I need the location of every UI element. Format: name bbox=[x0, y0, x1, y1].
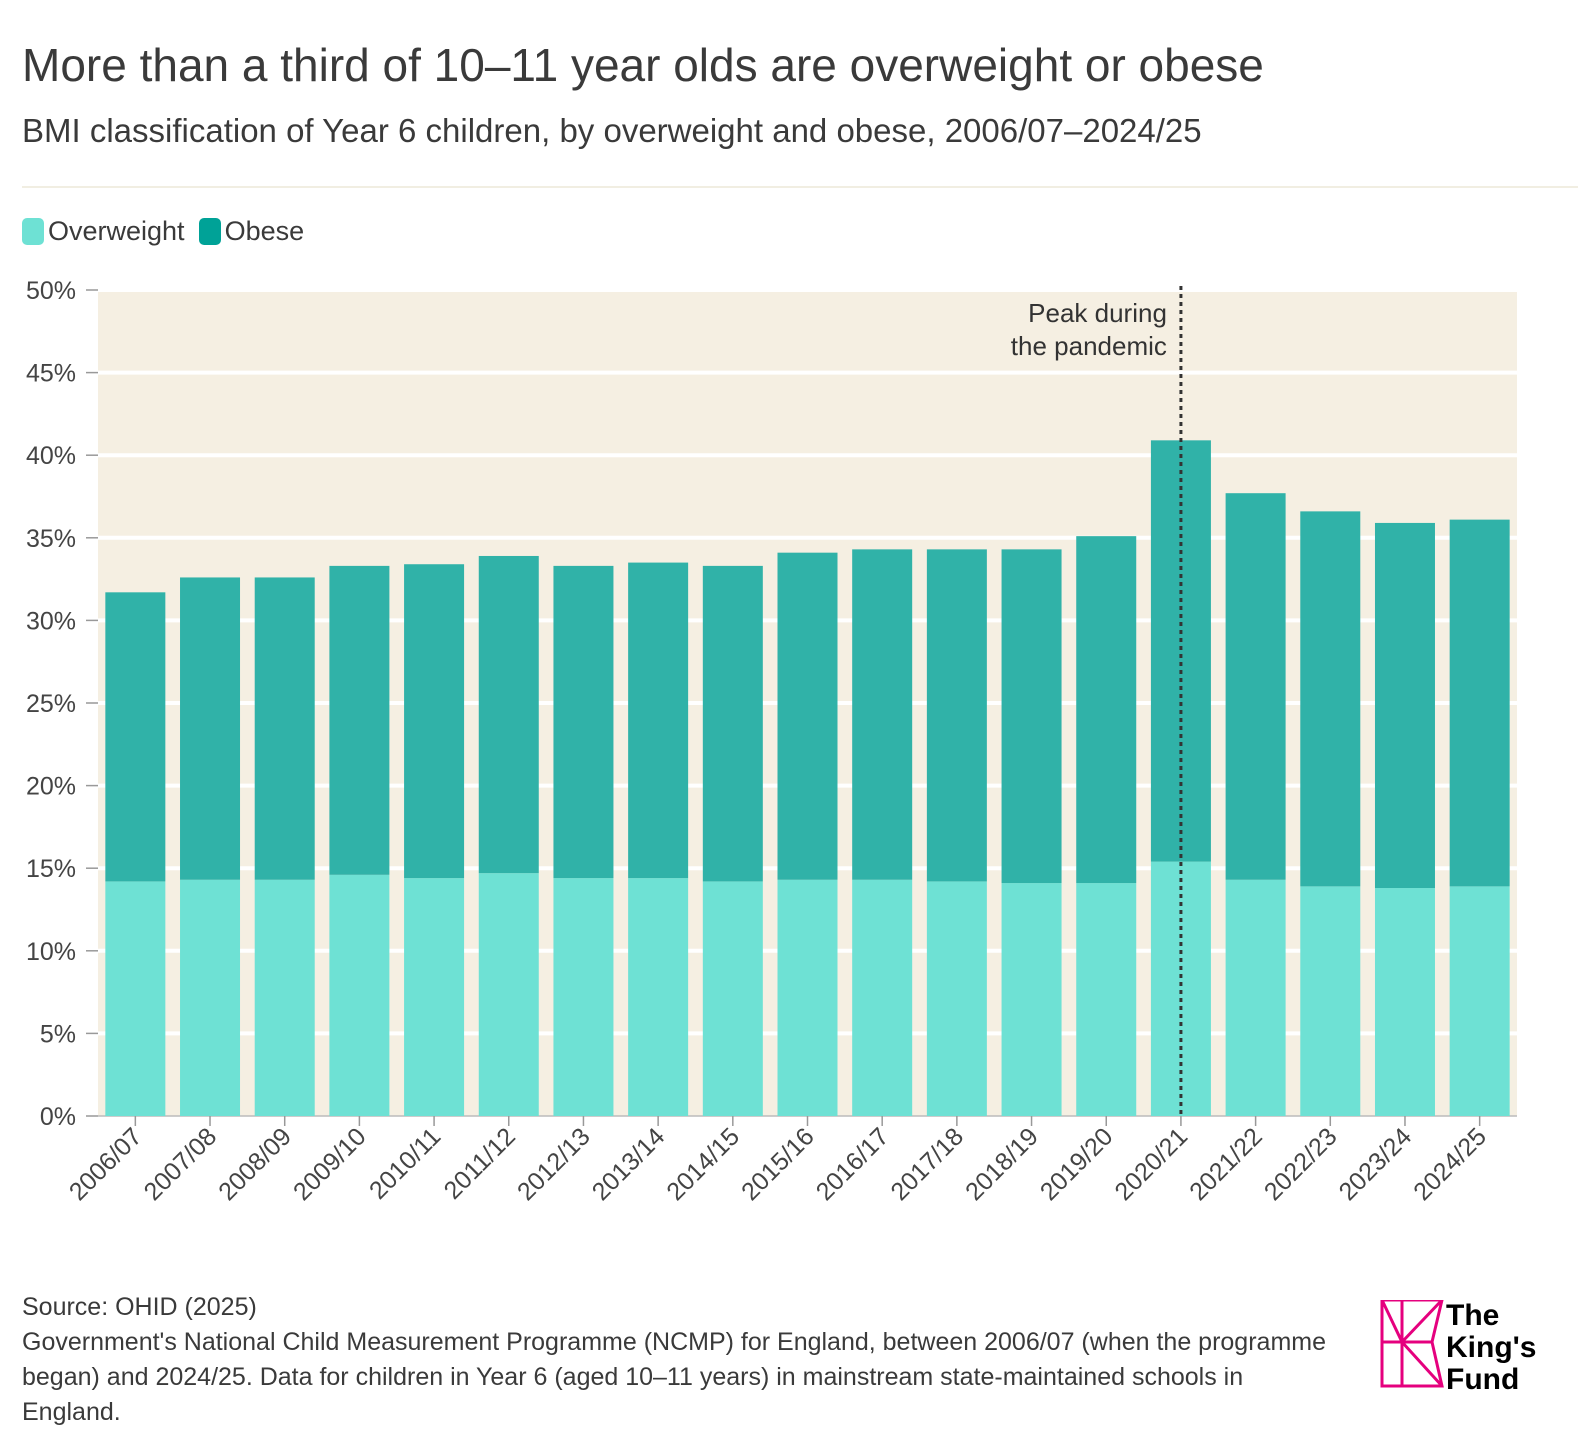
x-tick-label: 2023/24 bbox=[1334, 1122, 1418, 1206]
x-tick-label: 2015/16 bbox=[736, 1122, 820, 1206]
x-tick-label: 2009/10 bbox=[288, 1122, 372, 1206]
bar-obese bbox=[702, 565, 763, 882]
logo-line-1: The bbox=[1446, 1299, 1500, 1332]
bar-overweight bbox=[777, 879, 838, 1116]
x-tick-label: 2007/08 bbox=[139, 1122, 223, 1206]
header-divider bbox=[22, 186, 1578, 188]
footer: Source: OHID (2025) Government's Nationa… bbox=[22, 1290, 1332, 1430]
legend-label-overweight: Overweight bbox=[48, 216, 185, 246]
x-tick-label: 2011/12 bbox=[439, 1122, 521, 1204]
x-tick-label: 2013/14 bbox=[587, 1122, 671, 1206]
bar-overweight bbox=[105, 881, 166, 1116]
kings-fund-logo-text: The King's Fund bbox=[1446, 1300, 1536, 1396]
bar-obese bbox=[1001, 549, 1062, 884]
y-tick-label: 30% bbox=[26, 607, 76, 635]
kings-fund-logo bbox=[1380, 1300, 1444, 1388]
bar-overweight bbox=[628, 878, 689, 1116]
legend-swatch-overweight bbox=[22, 218, 44, 245]
bar-overweight bbox=[1300, 886, 1361, 1116]
bar-obese bbox=[926, 549, 987, 882]
bar-overweight bbox=[1374, 888, 1435, 1116]
x-tick-label: 2016/17 bbox=[811, 1122, 895, 1206]
x-tick-label: 2019/20 bbox=[1035, 1122, 1119, 1206]
bar-overweight bbox=[1001, 883, 1062, 1116]
bar-obese bbox=[478, 555, 539, 874]
bar-overweight bbox=[553, 878, 614, 1116]
legend-swatch-obese bbox=[198, 218, 221, 245]
annotation-text: Peak during bbox=[1028, 298, 1167, 328]
bar-obese bbox=[1300, 511, 1361, 887]
x-tick-label: 2014/15 bbox=[661, 1122, 745, 1206]
bar-obese bbox=[404, 564, 465, 879]
kings-fund-logo-icon bbox=[1380, 1300, 1444, 1388]
bar-obese bbox=[105, 592, 166, 882]
annotation-text: the pandemic bbox=[1011, 331, 1167, 361]
logo-line-2: King's bbox=[1446, 1331, 1537, 1364]
bar-obese bbox=[852, 549, 913, 880]
footnote-text: Government's National Child Measurement … bbox=[22, 1328, 1326, 1426]
bar-obese bbox=[1374, 522, 1435, 889]
legend-item-overweight[interactable]: Overweight bbox=[22, 216, 185, 247]
source-text: Source: OHID (2025) bbox=[22, 1293, 257, 1321]
bar-obese bbox=[1449, 519, 1510, 887]
y-tick-label: 35% bbox=[26, 525, 76, 553]
bar-obese bbox=[777, 552, 838, 880]
y-tick-label: 10% bbox=[26, 938, 76, 966]
x-tick-label: 2024/25 bbox=[1408, 1122, 1492, 1206]
logo-line-3: Fund bbox=[1446, 1363, 1520, 1396]
chart-title: More than a third of 10–11 year olds are… bbox=[22, 39, 1264, 91]
y-tick-label: 50% bbox=[26, 277, 76, 305]
bar-obese bbox=[1076, 536, 1137, 884]
bar-obese bbox=[329, 565, 390, 875]
bar-obese bbox=[180, 577, 241, 880]
y-tick-label: 0% bbox=[40, 1103, 76, 1131]
bar-overweight bbox=[180, 879, 241, 1116]
bar-overweight bbox=[1150, 861, 1211, 1116]
bar-obese bbox=[628, 562, 689, 879]
bar-overweight bbox=[926, 881, 987, 1116]
y-tick-label: 25% bbox=[26, 690, 76, 718]
bar-overweight bbox=[254, 879, 315, 1116]
chart-subtitle: BMI classification of Year 6 children, b… bbox=[22, 112, 1202, 149]
stacked-bar-chart: 0%5%10%15%20%25%30%35%40%45%50%2006/0720… bbox=[26, 277, 1517, 1206]
x-tick-label: 2010/11 bbox=[364, 1122, 446, 1204]
bar-obese bbox=[1225, 493, 1286, 880]
y-tick-label: 15% bbox=[26, 855, 76, 883]
legend: Overweight Obese bbox=[22, 216, 318, 247]
x-tick-label: 2020/21 bbox=[1109, 1122, 1193, 1206]
bar-overweight bbox=[478, 873, 539, 1116]
x-tick-label: 2006/07 bbox=[64, 1122, 148, 1206]
x-tick-label: 2021/22 bbox=[1184, 1122, 1268, 1206]
y-tick-label: 20% bbox=[26, 773, 76, 801]
bar-obese bbox=[553, 565, 614, 879]
bar-overweight bbox=[329, 874, 390, 1116]
y-tick-label: 40% bbox=[26, 442, 76, 470]
x-tick-label: 2012/13 bbox=[512, 1122, 596, 1206]
bar-overweight bbox=[1225, 879, 1286, 1116]
bar-overweight bbox=[1449, 886, 1510, 1116]
y-tick-label: 45% bbox=[26, 360, 76, 388]
legend-label-obese: Obese bbox=[224, 216, 305, 246]
legend-item-obese[interactable]: Obese bbox=[198, 216, 305, 247]
x-tick-label: 2008/09 bbox=[213, 1122, 297, 1206]
bar-obese bbox=[254, 577, 315, 880]
bar-overweight bbox=[852, 879, 913, 1116]
bar-overweight bbox=[702, 881, 763, 1116]
x-tick-label: 2017/18 bbox=[885, 1122, 969, 1206]
x-tick-label: 2022/23 bbox=[1259, 1122, 1343, 1206]
bar-overweight bbox=[1076, 883, 1137, 1116]
bar-overweight bbox=[404, 878, 465, 1116]
y-tick-label: 5% bbox=[40, 1020, 76, 1048]
x-tick-label: 2018/19 bbox=[960, 1122, 1044, 1206]
